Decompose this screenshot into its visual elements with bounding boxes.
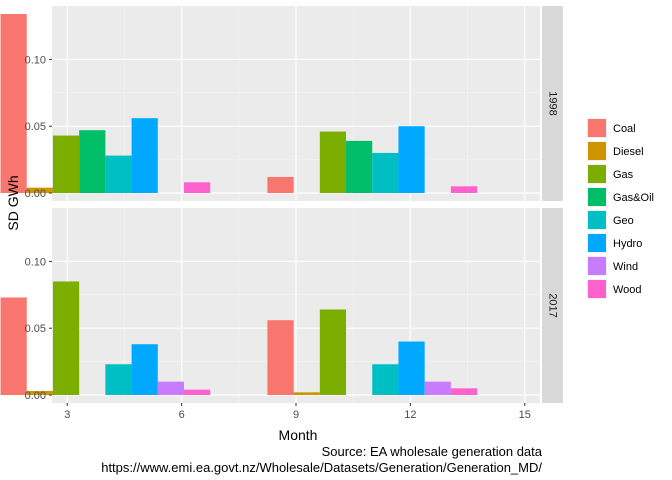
bar-gas-2017-11 [319,309,347,395]
legend-label: Gas [613,169,634,181]
bar-gas-2017-4 [52,281,80,395]
y-tick-label: 0.05 [25,323,46,335]
facet-strip-label: 1998 [547,91,559,115]
facet-panels: 0.00 0.05 0.10 1998 0.00 0.05 0.10 2017 3 6 9 12 15 [0,6,563,421]
legend-item-gas-oil: Gas&Oil [587,187,654,207]
bar-gas-1998-4 [52,135,80,193]
facet-2017: 0.00 0.05 0.10 2017 3 6 9 12 15 [0,208,563,421]
y-tick-label: 0.00 [25,188,46,200]
legend-label: Diesel [613,146,644,158]
y-tick-label: 0.00 [25,390,46,402]
bar-wood-1998-11 [450,186,478,193]
legend-item-geo: Geo [587,210,634,230]
bar-diesel-2017-11 [293,392,320,395]
y-tick-label: 0.10 [25,256,46,268]
bar-hydro-2017-4 [131,344,158,395]
legend-label: Hydro [613,238,642,250]
legend-swatch [588,257,606,275]
legend-label: Coal [613,123,636,135]
y-tick-label: 0.05 [25,121,46,133]
legend-label: Wind [613,261,638,273]
x-tick-label: 3 [64,409,70,421]
bar-geo-2017-4 [105,364,132,395]
bar-geo-2017-11 [372,364,399,395]
legend-item-wind: Wind [587,256,638,276]
bar-wood-1998-4 [184,182,211,193]
bar-wood-2017-4 [184,389,211,395]
x-axis-title: Month [279,427,318,443]
bar-diesel-1998-4 [26,187,53,193]
legend-swatch [588,165,606,183]
x-tick-label: 15 [519,409,531,421]
x-tick-label: 9 [293,409,299,421]
legend-swatch [588,234,606,252]
bar-geo-1998-11 [372,152,399,193]
bar-hydro-1998-11 [398,126,425,193]
legend-item-gas: Gas [587,164,634,184]
facet-strip-label: 2017 [547,293,559,317]
bar-wind-2017-4 [157,381,185,395]
facet-1998: 0.00 0.05 0.10 1998 [0,6,563,201]
legend-item-hydro: Hydro [587,233,642,253]
legend-swatch [588,188,606,206]
legend-item-coal: Coal [587,118,636,138]
legend-label: Gas&Oil [613,192,654,204]
facet-strip [542,6,563,201]
bar-gas-oil-1998-11 [346,140,373,193]
bar-diesel-2017-4 [26,390,53,395]
bar-hydro-1998-4 [131,118,158,193]
facet-strip [542,208,563,403]
y-tick-label: 0.10 [25,54,46,66]
legend-swatch [588,211,606,229]
bar-coal-1998-11 [267,176,294,193]
legend-swatch [588,119,606,137]
legend-swatch [588,142,606,160]
x-tick-label: 12 [404,409,416,421]
y-axis-title: SD GWh [5,175,21,230]
bar-wood-2017-11 [450,388,478,395]
legend-item-wood: Wood [587,279,642,299]
bar-geo-1998-4 [105,155,132,193]
bar-gas-oil-1998-4 [79,130,106,193]
bar-wind-2017-11 [424,381,451,395]
legend-label: Geo [613,215,634,227]
legend-item-diesel: Diesel [587,141,644,161]
bar-hydro-2017-11 [398,341,425,395]
bar-gas-1998-11 [319,131,347,193]
bar-coal-1998-4 [0,14,27,193]
bar-coal-2017-11 [267,320,294,395]
caption-url: https://www.emi.ea.govt.nz/Wholesale/Dat… [101,460,542,475]
caption-source: Source: EA wholesale generation data [322,444,543,459]
bar-coal-2017-4 [0,297,27,395]
legend-swatch [588,280,606,298]
legend-label: Wood [613,284,642,296]
legend: Coal Diesel Gas Gas&Oil Geo Hydro Wind Wood [587,118,654,299]
x-tick-label: 6 [179,409,185,421]
